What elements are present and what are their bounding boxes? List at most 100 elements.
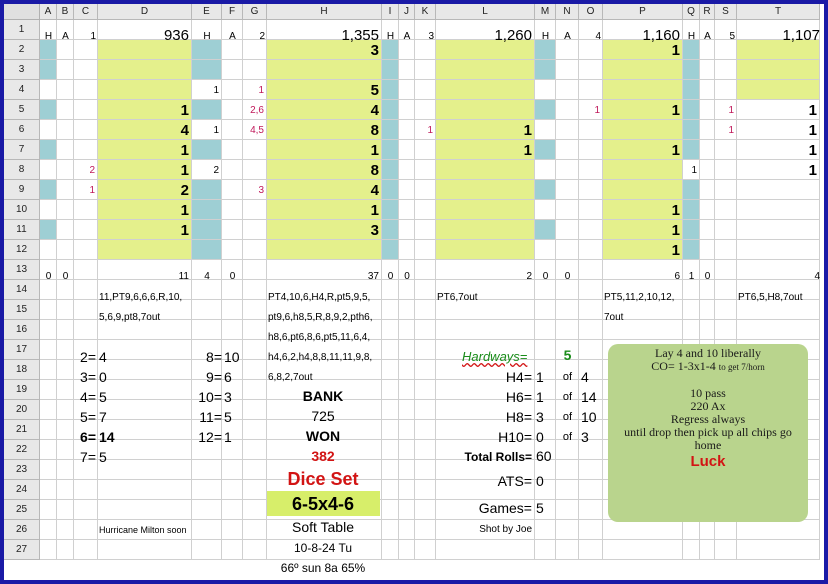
cell-h5[interactable]: 4 bbox=[370, 102, 379, 119]
total-rolls-label[interactable]: Total Rolls= bbox=[464, 450, 532, 464]
roll-log-h17[interactable]: h4,6,2,h4,8,8,11,11,9,8, bbox=[268, 352, 373, 363]
count-label-3[interactable]: 3= bbox=[80, 369, 96, 385]
weather[interactable]: 66º sun 8a 65% bbox=[280, 561, 366, 575]
cell-e8[interactable]: 2 bbox=[213, 165, 219, 176]
cell-e4[interactable]: 1 bbox=[213, 85, 219, 96]
roll-log-p14[interactable]: PT5,11,2,10,12, bbox=[604, 292, 675, 303]
cell-s6[interactable]: 1 bbox=[728, 125, 734, 136]
roll-log-h18[interactable]: 6,8,2,7out bbox=[268, 372, 313, 383]
cell-t6[interactable]: 1 bbox=[808, 122, 817, 139]
count-value-4[interactable]: 5 bbox=[99, 389, 107, 405]
column-header-a[interactable]: A bbox=[40, 4, 57, 20]
count-value-5[interactable]: 7 bbox=[99, 409, 107, 425]
cell-o5[interactable]: 1 bbox=[594, 105, 600, 116]
cell-h2[interactable]: 3 bbox=[370, 42, 379, 59]
row-header-3[interactable]: 3 bbox=[4, 60, 40, 80]
h8-hits[interactable]: 3 bbox=[536, 409, 544, 425]
row-header-24[interactable]: 24 bbox=[4, 480, 40, 500]
roll-log-p15[interactable]: 7out bbox=[604, 312, 624, 323]
column-header-h[interactable]: H bbox=[267, 4, 382, 20]
cell-k1[interactable]: 3 bbox=[428, 31, 434, 42]
session-date[interactable]: 10-8-24 Tu bbox=[293, 541, 353, 555]
row-header-5[interactable]: 5 bbox=[4, 100, 40, 120]
cell-s5[interactable]: 1 bbox=[728, 105, 734, 116]
cell-g4[interactable]: 1 bbox=[258, 85, 264, 96]
h6-hits[interactable]: 1 bbox=[536, 389, 544, 405]
roll-log-t14[interactable]: PT6,5,H8,7out bbox=[738, 292, 803, 303]
cell-b1[interactable]: A bbox=[62, 31, 69, 42]
cell-i13[interactable]: 0 bbox=[387, 271, 394, 282]
cell-a13[interactable]: 0 bbox=[45, 271, 52, 282]
cell-s1[interactable]: 5 bbox=[729, 31, 735, 42]
row-header-23[interactable]: 23 bbox=[4, 460, 40, 480]
cell-t7[interactable]: 1 bbox=[808, 142, 817, 159]
column-header-o[interactable]: O bbox=[579, 4, 603, 20]
cell-g6[interactable]: 4,5 bbox=[250, 125, 264, 136]
cell-q8[interactable]: 1 bbox=[691, 165, 697, 176]
cell-d6[interactable]: 4 bbox=[180, 122, 189, 139]
hardways-count[interactable]: 5 bbox=[563, 347, 572, 363]
row-header-13[interactable]: 13 bbox=[4, 260, 40, 280]
cell-h8[interactable]: 8 bbox=[370, 162, 379, 179]
h6-of[interactable]: of bbox=[562, 391, 573, 403]
count-value-8[interactable]: 10 bbox=[224, 349, 240, 365]
count-label-4[interactable]: 4= bbox=[80, 389, 96, 405]
dice-set-value[interactable]: 6-5x4-6 bbox=[291, 494, 355, 514]
cell-h13[interactable]: 37 bbox=[367, 271, 379, 282]
column-header-c[interactable]: C bbox=[74, 4, 98, 20]
games-label[interactable]: Games= bbox=[478, 500, 532, 516]
count-value-9[interactable]: 6 bbox=[224, 369, 232, 385]
count-label-5[interactable]: 5= bbox=[80, 409, 96, 425]
h8-total[interactable]: 10 bbox=[581, 409, 597, 425]
h4-of[interactable]: of bbox=[562, 371, 573, 383]
row-header-9[interactable]: 9 bbox=[4, 180, 40, 200]
roll-log-d15[interactable]: 5,6,9,pt8,7out bbox=[99, 312, 161, 323]
strategy-note[interactable]: Lay 4 and 10 liberally CO= 1-3x1-4 to ge… bbox=[608, 344, 808, 522]
h6-total[interactable]: 14 bbox=[581, 389, 597, 405]
cell-g5[interactable]: 2,6 bbox=[250, 105, 264, 116]
cell-d10[interactable]: 1 bbox=[180, 202, 189, 219]
row-header-20[interactable]: 20 bbox=[4, 400, 40, 420]
h8-of[interactable]: of bbox=[562, 411, 573, 423]
column-header-s[interactable]: S bbox=[715, 4, 737, 20]
column-header-f[interactable]: F bbox=[222, 4, 243, 20]
cell-h9[interactable]: 4 bbox=[370, 182, 379, 199]
table-type[interactable]: Soft Table bbox=[291, 519, 354, 535]
cell-e1[interactable]: H bbox=[203, 31, 211, 42]
cell-p12[interactable]: 1 bbox=[671, 242, 680, 259]
row-header-1[interactable]: 1 bbox=[4, 20, 40, 40]
bank-label[interactable]: BANK bbox=[302, 388, 344, 404]
cell-g9[interactable]: 3 bbox=[258, 185, 264, 196]
roll-log-h14[interactable]: PT4,10,6,H4,R,pt5,9,5, bbox=[268, 292, 371, 303]
cell-c8[interactable]: 2 bbox=[89, 165, 95, 176]
cell-a1[interactable]: H bbox=[44, 31, 53, 42]
column-header-g[interactable]: G bbox=[243, 4, 267, 20]
cell-r13[interactable]: 0 bbox=[704, 271, 711, 282]
cell-t13[interactable]: 4 bbox=[814, 271, 820, 282]
row-header-6[interactable]: 6 bbox=[4, 120, 40, 140]
cell-h11[interactable]: 3 bbox=[370, 222, 379, 239]
count-label-7[interactable]: 7= bbox=[80, 449, 96, 465]
cell-q13[interactable]: 1 bbox=[688, 271, 695, 282]
cell-m13[interactable]: 0 bbox=[542, 271, 549, 282]
h10-of[interactable]: of bbox=[562, 431, 573, 443]
column-header-q[interactable]: Q bbox=[683, 4, 700, 20]
row-header-14[interactable]: 14 bbox=[4, 280, 40, 300]
cell-b13[interactable]: 0 bbox=[62, 271, 69, 282]
cell-t8[interactable]: 1 bbox=[808, 162, 817, 179]
cell-r1[interactable]: A bbox=[704, 31, 711, 42]
cell-p11[interactable]: 1 bbox=[671, 222, 680, 239]
cell-c1[interactable]: 1 bbox=[90, 31, 96, 42]
row-header-25[interactable]: 25 bbox=[4, 500, 40, 520]
cell-h7[interactable]: 1 bbox=[370, 142, 379, 159]
cell-d5[interactable]: 1 bbox=[180, 102, 189, 119]
dice-set-title[interactable]: Dice Set bbox=[287, 469, 359, 489]
cell-d9[interactable]: 2 bbox=[180, 182, 189, 199]
column-header-t[interactable]: T bbox=[737, 4, 820, 20]
column-header-d[interactable]: D bbox=[98, 4, 192, 20]
count-value-11[interactable]: 5 bbox=[224, 409, 232, 425]
column-header-l[interactable]: L bbox=[436, 4, 535, 20]
cell-p13[interactable]: 6 bbox=[674, 271, 680, 282]
cell-d8[interactable]: 1 bbox=[180, 162, 189, 179]
shot-by[interactable]: Shot by Joe bbox=[479, 524, 532, 535]
